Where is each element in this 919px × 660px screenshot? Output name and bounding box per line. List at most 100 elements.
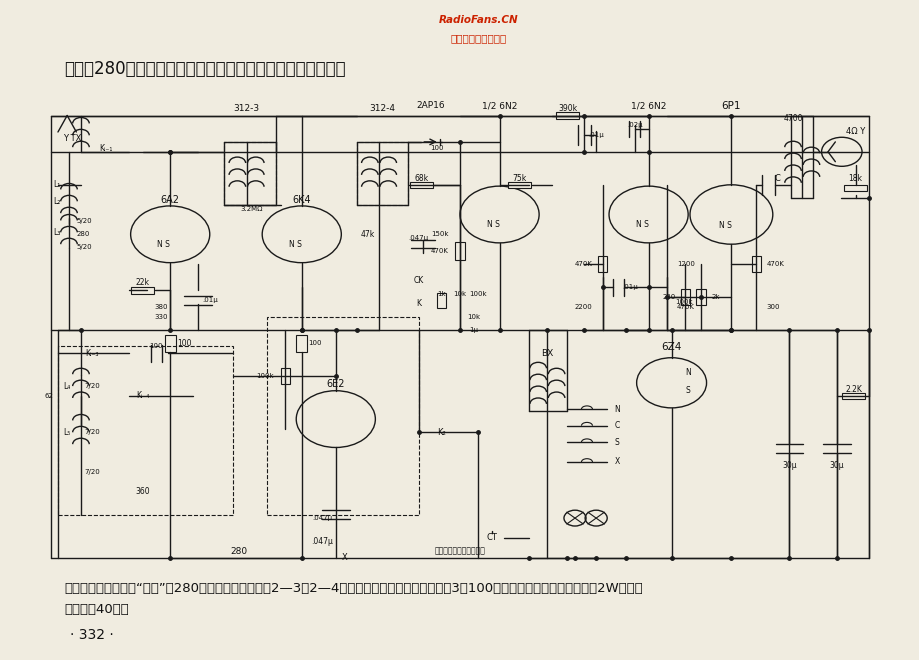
Text: 2.2K: 2.2K <box>845 385 861 394</box>
Text: 6E2: 6E2 <box>326 379 345 389</box>
Text: 5/20: 5/20 <box>76 218 92 224</box>
Bar <box>556 112 579 119</box>
Text: Kᵢ₋₄: Kᵢ₋₄ <box>136 391 149 401</box>
Text: 280: 280 <box>76 231 90 238</box>
Text: 68k: 68k <box>414 174 428 183</box>
Text: 300: 300 <box>766 304 779 310</box>
Text: X: X <box>342 553 347 562</box>
Text: 62: 62 <box>44 393 53 399</box>
Text: 1μ: 1μ <box>469 327 478 333</box>
Text: N S: N S <box>718 221 731 230</box>
Text: .01μ: .01μ <box>587 132 604 139</box>
Text: N S: N S <box>486 220 499 229</box>
Text: 312-3: 312-3 <box>233 104 259 114</box>
Text: C: C <box>774 174 779 183</box>
Text: X: X <box>614 457 619 467</box>
Text: 3.2MΩ: 3.2MΩ <box>241 206 263 213</box>
Text: 消耗约为40瓦。: 消耗约为40瓦。 <box>64 603 129 616</box>
Text: 【说明】本机原名为“雷霍”牌280型，已改今名，采由2—3匱2—4型中频变压器。本机灵敏度不刖3于100微伏，不失真输出功率不小于2W，电力: 【说明】本机原名为“雷霍”牌280型，已改今名，采由2—3匱2—4型中频变压器。… <box>64 582 642 595</box>
Text: 390k: 390k <box>558 104 576 114</box>
Text: 47k: 47k <box>360 230 375 239</box>
Text: 470K: 470K <box>766 261 783 267</box>
Text: K: K <box>415 299 421 308</box>
Text: .047μ: .047μ <box>312 515 332 521</box>
Text: 4Ω Y: 4Ω Y <box>845 127 864 137</box>
Text: 5/20: 5/20 <box>76 244 92 251</box>
Bar <box>437 293 446 308</box>
Text: S: S <box>614 438 618 447</box>
Text: N: N <box>614 405 619 414</box>
Text: S: S <box>685 386 690 395</box>
Text: 6Z4: 6Z4 <box>661 341 681 352</box>
Text: .01μ: .01μ <box>621 284 638 290</box>
Bar <box>842 393 865 399</box>
Text: .047μ: .047μ <box>311 537 333 546</box>
Bar <box>680 288 689 305</box>
Bar <box>224 142 276 205</box>
Bar <box>410 182 433 188</box>
Bar <box>751 255 760 272</box>
Text: CK: CK <box>413 276 424 285</box>
Text: 100: 100 <box>308 340 321 347</box>
Bar <box>357 142 408 205</box>
Bar <box>508 182 531 188</box>
Text: 6P1: 6P1 <box>720 100 741 111</box>
Text: 7/20: 7/20 <box>84 429 100 436</box>
Text: N S: N S <box>157 240 170 249</box>
Text: Y TX: Y TX <box>62 134 81 143</box>
Text: 6K4: 6K4 <box>292 195 311 205</box>
Bar <box>597 255 607 272</box>
Text: 220: 220 <box>662 294 675 300</box>
Text: 470K: 470K <box>676 304 694 310</box>
Text: 75k: 75k <box>512 174 527 183</box>
Text: 100: 100 <box>430 145 443 152</box>
Text: N S: N S <box>289 240 301 249</box>
Bar <box>455 242 464 260</box>
Text: 30μ: 30μ <box>829 461 844 470</box>
Text: .047μ: .047μ <box>408 234 428 241</box>
Text: .02μ: .02μ <box>627 122 641 129</box>
Text: 100k: 100k <box>674 298 692 305</box>
Text: 欣艺牌280型交流六管二波段（云南昆明市广播器材厂产品）: 欣艺牌280型交流六管二波段（云南昆明市广播器材厂产品） <box>64 60 346 79</box>
Text: K₂: K₂ <box>437 428 446 437</box>
Text: 100: 100 <box>150 343 163 350</box>
Text: 150k: 150k <box>431 231 448 238</box>
Bar <box>130 287 154 294</box>
Text: 收音机爱好者资料库: 收音机爱好者资料库 <box>449 33 506 43</box>
Text: N: N <box>685 368 690 378</box>
Text: 1/2 6N2: 1/2 6N2 <box>630 101 665 110</box>
Text: 100k: 100k <box>256 373 274 380</box>
Text: N S: N S <box>635 220 648 229</box>
Bar <box>844 185 867 191</box>
Text: 470K: 470K <box>431 248 448 254</box>
Text: 18k: 18k <box>847 174 862 183</box>
Bar <box>296 335 307 352</box>
Text: 7/20: 7/20 <box>84 383 100 389</box>
Text: 100k: 100k <box>469 290 487 297</box>
Text: Kᵢ₋₁: Kᵢ₋₁ <box>99 144 112 153</box>
Text: L₅: L₅ <box>63 428 71 437</box>
Text: 312-4: 312-4 <box>369 104 394 114</box>
Text: .01μ: .01μ <box>201 297 218 304</box>
Text: 4700: 4700 <box>782 114 802 123</box>
Text: 1/2 6N2: 1/2 6N2 <box>482 101 516 110</box>
Text: L₂: L₂ <box>53 197 61 206</box>
Text: 6A2: 6A2 <box>161 195 179 205</box>
Text: 7/20: 7/20 <box>84 469 100 475</box>
Text: 360: 360 <box>135 487 150 496</box>
Text: L₁: L₁ <box>53 180 61 189</box>
Text: 1200: 1200 <box>676 261 694 267</box>
Text: 注：波段开关在中波位置: 注：波段开关在中波位置 <box>434 546 485 556</box>
Text: 280: 280 <box>231 546 247 556</box>
Text: C: C <box>614 421 619 430</box>
Bar <box>280 368 289 384</box>
Text: 470K: 470K <box>574 261 592 267</box>
Text: 1k: 1k <box>437 290 446 297</box>
Text: 100: 100 <box>176 339 191 348</box>
Text: 2AP16: 2AP16 <box>415 101 445 110</box>
Bar <box>165 335 176 352</box>
Text: BX: BX <box>540 348 553 358</box>
Bar <box>696 288 705 305</box>
Text: 22k: 22k <box>135 278 150 287</box>
Text: L₄: L₄ <box>63 381 71 391</box>
